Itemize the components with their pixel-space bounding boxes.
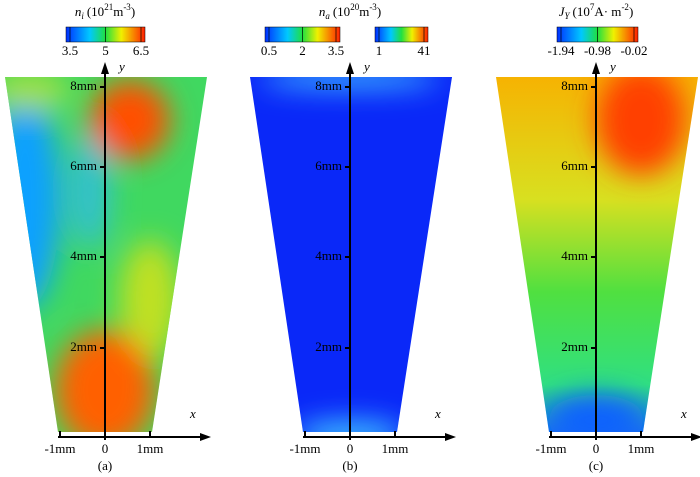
y-tick-label: 2mm	[561, 339, 588, 354]
x-tick-label: 1mm	[137, 441, 164, 456]
x-axis-label: x	[189, 406, 196, 421]
y-tick-label: 6mm	[561, 158, 588, 173]
x-axis-label: x	[434, 406, 441, 421]
panel-label: (b)	[342, 458, 357, 473]
colorbar-title: ni (1021m-3)	[75, 2, 135, 21]
colorbar-tick-label: 3.5	[328, 43, 344, 58]
title-part: )	[131, 4, 135, 19]
y-axis-label: y	[117, 59, 125, 74]
colorbar	[374, 26, 429, 43]
title-part: 21	[104, 2, 113, 12]
title-part: m	[359, 4, 369, 19]
colorbar-title: na (1020m-3)	[319, 2, 381, 21]
x-arrow	[200, 433, 211, 441]
y-axis-label: y	[362, 59, 370, 74]
y-arrow	[592, 62, 600, 74]
colorbar-tick-label: 5	[102, 43, 109, 58]
title-part: Y	[564, 11, 570, 21]
x-tick-label: -1mm	[44, 441, 75, 456]
y-tick-label: 8mm	[315, 78, 342, 93]
x-arrow	[691, 433, 700, 441]
y-tick-label: 8mm	[561, 78, 588, 93]
y-arrow	[346, 62, 354, 74]
y-tick-label: 2mm	[70, 339, 97, 354]
panel-label: (a)	[98, 458, 112, 473]
x-tick-label: -1mm	[289, 441, 320, 456]
title-part: (10	[87, 4, 104, 19]
y-tick-label: 6mm	[70, 158, 97, 173]
title-part: -2	[621, 2, 629, 12]
x-tick-label: 0	[102, 441, 109, 456]
colorbar-tick-label: -0.98	[584, 43, 611, 58]
title-part: n	[319, 4, 326, 19]
title-part: i	[81, 11, 84, 21]
title-part: (10	[573, 4, 590, 19]
y-axis-label: y	[608, 59, 616, 74]
x-tick-label: -1mm	[535, 441, 566, 456]
title-part: 20	[350, 2, 360, 12]
y-tick-label: 6mm	[315, 158, 342, 173]
x-tick-label: 1mm	[382, 441, 409, 456]
y-tick-label: 4mm	[70, 248, 97, 263]
y-arrow	[101, 62, 109, 74]
y-tick-label: 4mm	[315, 248, 342, 263]
colorbar-title: JY (107A· m-2)	[559, 2, 634, 21]
colorbar-tick-label: 1	[376, 43, 383, 58]
title-part: (10	[333, 4, 350, 19]
colorbar-tick-label: 6.5	[133, 43, 149, 58]
title-part: )	[629, 4, 633, 19]
x-tick-label: 0	[593, 441, 600, 456]
colorbar-tick-label: 3.5	[62, 43, 78, 58]
y-tick-label: 4mm	[561, 248, 588, 263]
y-tick-label: 8mm	[70, 78, 97, 93]
x-axis-label: x	[680, 406, 687, 421]
title-part: )	[377, 4, 381, 19]
colorbar-tick-label: 41	[418, 43, 431, 58]
colorbar-tick-label: 0.5	[261, 43, 277, 58]
title-part: J	[559, 4, 566, 19]
title-part: 7	[590, 2, 595, 12]
colorbar-tick-label: -1.94	[547, 43, 575, 58]
y-tick-label: 2mm	[315, 339, 342, 354]
title-part: A· m	[594, 4, 621, 19]
title-part: n	[75, 4, 82, 19]
title-part: -3	[123, 2, 131, 12]
x-tick-label: 1mm	[628, 441, 655, 456]
colorbar-tick-label: -0.02	[620, 43, 647, 58]
x-arrow	[445, 433, 456, 441]
title-part: m	[113, 4, 123, 19]
colorbar-tick-label: 2	[299, 43, 306, 58]
panel-label: (c)	[589, 458, 603, 473]
x-tick-label: 0	[347, 441, 354, 456]
title-part: a	[325, 11, 330, 21]
title-part: -3	[369, 2, 377, 12]
